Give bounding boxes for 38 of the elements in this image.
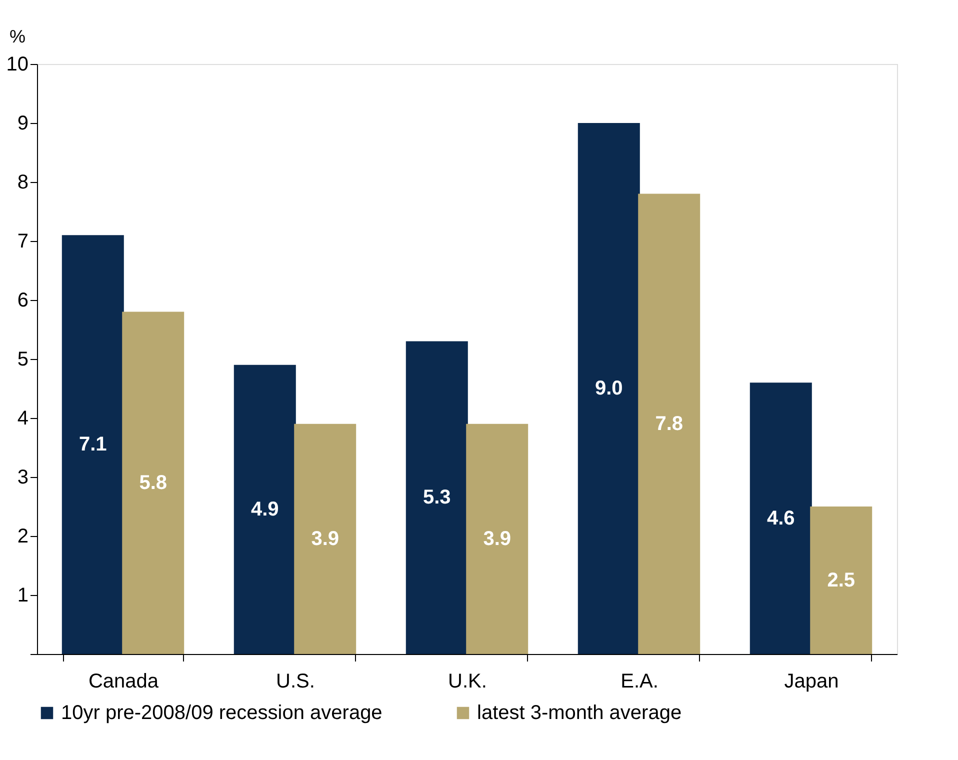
bar (810, 506, 872, 654)
bar (466, 424, 528, 654)
data-label: 5.8 (139, 472, 168, 494)
y-tick-label: 7 (17, 230, 28, 252)
legend-label: 10yr pre-2008/09 recession average (61, 702, 382, 724)
data-label: 3.9 (311, 528, 340, 550)
data-label: 4.6 (766, 507, 795, 530)
bar (122, 312, 184, 654)
x-tick-label: U.K. (448, 670, 487, 692)
x-tick-label: E.A. (620, 670, 658, 692)
x-tick-label: Canada (88, 670, 160, 692)
bar (294, 424, 356, 654)
x-tick-label: Japan (784, 670, 839, 692)
data-label: 3.9 (483, 528, 512, 550)
bar (578, 123, 640, 654)
y-tick-label: 10 (6, 54, 28, 76)
y-tick-label: 2 (17, 526, 28, 548)
y-tick-label: 3 (17, 466, 28, 488)
bar (750, 382, 812, 654)
data-label: 7.1 (78, 434, 107, 456)
y-axis-title: % (9, 26, 26, 46)
y-tick-label: 1 (17, 584, 28, 606)
bar (406, 341, 468, 654)
data-label: 5.3 (422, 486, 451, 509)
y-tick-label: 9 (17, 112, 28, 134)
y-tick-label: 5 (17, 348, 28, 370)
data-label: 4.9 (250, 498, 279, 520)
data-label: 9.0 (594, 378, 623, 400)
y-tick-label: 6 (17, 290, 28, 312)
y-tick-label: 4 (17, 408, 28, 430)
y-tick-label: 8 (17, 172, 28, 194)
data-label: 7.8 (655, 412, 684, 435)
data-label: 2.5 (827, 569, 856, 592)
legend-label: latest 3-month average (477, 702, 682, 724)
x-tick-label: U.S. (276, 670, 315, 692)
bar (62, 235, 124, 654)
bar (234, 364, 296, 654)
bar (638, 194, 700, 654)
